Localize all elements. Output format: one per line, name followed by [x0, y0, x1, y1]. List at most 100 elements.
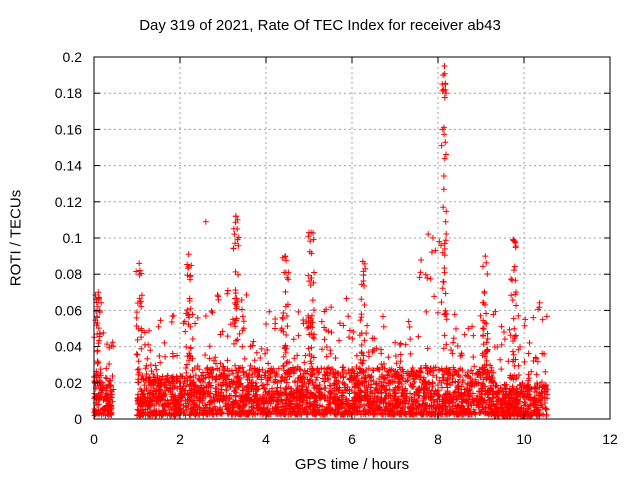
data-point — [461, 331, 468, 338]
data-point — [177, 373, 184, 380]
data-point — [514, 406, 521, 413]
data-point — [214, 292, 221, 299]
data-point — [326, 382, 333, 389]
data-point — [456, 386, 463, 393]
data-point — [261, 395, 268, 402]
data-point — [309, 366, 316, 373]
data-point — [224, 333, 231, 340]
data-point — [421, 378, 428, 385]
data-point — [426, 408, 433, 415]
data-point — [234, 236, 241, 243]
data-point — [440, 86, 447, 93]
data-point — [155, 396, 162, 403]
data-point — [396, 341, 403, 348]
data-point — [95, 374, 102, 381]
data-point — [450, 339, 457, 346]
data-point — [177, 379, 184, 386]
data-point — [268, 365, 275, 372]
data-point — [418, 257, 425, 264]
data-point — [542, 368, 549, 375]
data-point — [440, 72, 447, 79]
data-point — [380, 374, 387, 381]
data-point — [224, 287, 231, 294]
data-point — [284, 323, 291, 330]
x-tick-label: 0 — [90, 431, 98, 447]
data-point — [517, 393, 524, 400]
data-point — [442, 218, 449, 225]
data-point — [424, 411, 431, 418]
data-point — [476, 397, 483, 404]
data-point — [95, 340, 102, 347]
data-point — [324, 369, 331, 376]
data-point — [332, 354, 339, 361]
data-point — [107, 407, 114, 414]
data-point — [139, 390, 146, 397]
data-point — [400, 400, 407, 407]
data-point — [341, 366, 348, 373]
data-point — [93, 322, 100, 329]
data-point — [360, 268, 367, 275]
data-point — [277, 392, 284, 399]
data-point — [483, 320, 490, 327]
data-point — [224, 372, 231, 379]
data-point — [307, 358, 314, 365]
data-point — [335, 403, 342, 410]
data-point — [509, 348, 516, 355]
data-point — [255, 396, 262, 403]
data-point — [506, 411, 513, 418]
data-point — [440, 279, 447, 286]
data-point — [343, 407, 350, 414]
data-point — [303, 384, 310, 391]
data-point — [309, 312, 316, 319]
data-point — [226, 396, 233, 403]
data-point — [164, 397, 171, 404]
data-point — [439, 81, 446, 88]
data-point — [208, 370, 215, 377]
data-point — [283, 332, 290, 339]
data-point — [466, 393, 473, 400]
data-point — [442, 80, 449, 87]
data-point — [457, 352, 464, 359]
data-point — [323, 353, 330, 360]
data-point — [344, 411, 351, 418]
data-point — [328, 304, 335, 311]
data-point — [525, 371, 532, 378]
data-point — [364, 322, 371, 329]
data-point — [397, 408, 404, 415]
data-point — [219, 379, 226, 386]
data-point — [527, 413, 534, 420]
data-point — [192, 372, 199, 379]
data-point — [434, 382, 441, 389]
data-point — [355, 393, 362, 400]
data-point — [206, 355, 213, 362]
data-point — [192, 320, 199, 327]
data-point — [375, 403, 382, 410]
data-point — [427, 365, 434, 372]
data-point — [441, 265, 448, 272]
data-point — [240, 368, 247, 375]
data-point — [106, 360, 113, 367]
data-point — [323, 343, 330, 350]
data-point — [431, 410, 438, 417]
data-point — [229, 316, 236, 323]
data-point — [209, 407, 216, 414]
data-point — [191, 389, 198, 396]
data-point — [213, 376, 220, 383]
data-point — [351, 370, 358, 377]
data-point — [157, 409, 164, 416]
data-point — [361, 283, 368, 290]
data-point — [208, 397, 215, 404]
data-point — [202, 218, 209, 225]
data-point — [378, 350, 385, 357]
data-point — [443, 90, 450, 97]
data-point — [186, 298, 193, 305]
data-point — [300, 397, 307, 404]
data-point — [217, 360, 224, 367]
data-point — [280, 403, 287, 410]
data-point — [287, 401, 294, 408]
data-point — [387, 397, 394, 404]
data-point — [310, 306, 317, 313]
data-point — [179, 394, 186, 401]
data-point — [501, 392, 508, 399]
data-point — [147, 347, 154, 354]
